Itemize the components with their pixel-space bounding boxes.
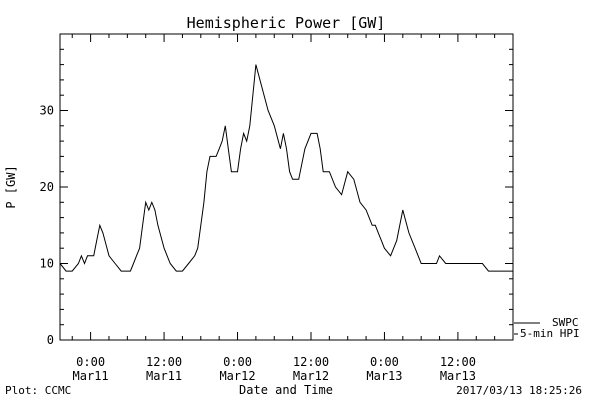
timestamp: 2017/03/13 18:25:26 xyxy=(456,384,582,397)
x-axis-label: Date and Time xyxy=(239,383,333,397)
legend: SWPC 5-min HPI xyxy=(514,316,580,340)
x-tick-date-label: Mar13 xyxy=(440,369,476,383)
x-axis: 0:00Mar1112:00Mar110:00Mar1212:00Mar120:… xyxy=(71,34,496,383)
y-tick-label: 20 xyxy=(40,180,54,194)
series-line-swpc xyxy=(59,64,513,272)
y-tick-label: 0 xyxy=(47,333,54,347)
y-tick-label: 10 xyxy=(40,257,54,271)
x-tick-date-label: Mar12 xyxy=(293,369,329,383)
y-tick-label: 30 xyxy=(40,104,54,118)
x-tick-time-label: 0:00 xyxy=(223,355,252,369)
x-tick-date-label: Mar11 xyxy=(73,369,109,383)
x-tick-date-label: Mar12 xyxy=(219,369,255,383)
y-axis-label: P [GW] xyxy=(4,165,18,208)
legend-swpc-label: SWPC xyxy=(552,316,579,329)
chart-title: Hemispheric Power [GW] xyxy=(187,14,386,32)
x-tick-date-label: Mar13 xyxy=(366,369,402,383)
x-tick-time-label: 0:00 xyxy=(370,355,399,369)
plot-frame xyxy=(59,33,514,341)
legend-hpi-label: 5-min HPI xyxy=(520,327,580,340)
y-axis: 0 10 20 30 xyxy=(40,48,513,347)
plot-credit: Plot: CCMC xyxy=(5,384,71,397)
x-tick-time-label: 12:00 xyxy=(440,355,476,369)
x-tick-date-label: Mar11 xyxy=(146,369,182,383)
x-tick-time-label: 12:00 xyxy=(146,355,182,369)
x-tick-time-label: 12:00 xyxy=(293,355,329,369)
x-tick-time-label: 0:00 xyxy=(76,355,105,369)
